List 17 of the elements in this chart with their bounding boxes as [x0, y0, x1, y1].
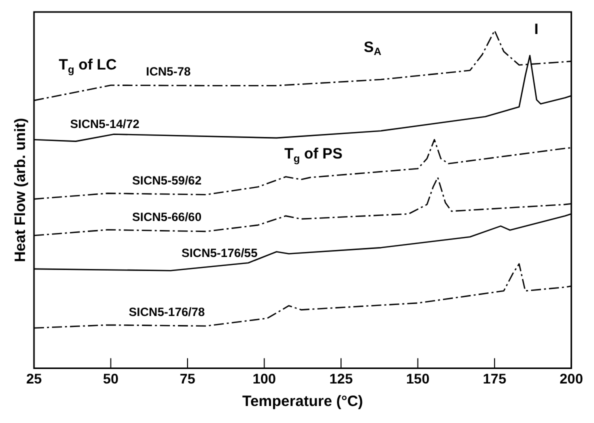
x-tick-label: 175: [482, 370, 506, 386]
x-tick-label: 125: [329, 370, 353, 386]
annotation: I: [534, 20, 538, 38]
series-label: SICN5-14/72: [70, 117, 140, 132]
x-tick-label: 100: [252, 370, 276, 386]
x-axis-title: Temperature (°C): [242, 393, 364, 410]
series-label: SICN5-176/55: [181, 246, 258, 260]
x-tick-label: 50: [102, 370, 119, 386]
series-label: SICN5-59/62: [132, 173, 202, 188]
x-tick-label: 25: [26, 370, 42, 386]
series-label: ICN5-78: [146, 64, 192, 79]
x-tick-label: 200: [560, 370, 584, 386]
series-label: SICN5-66/60: [132, 210, 202, 224]
x-tick-label: 150: [406, 370, 430, 386]
y-axis-title: Heat Flow (arb. unit): [12, 118, 30, 262]
x-tick-label: 75: [180, 370, 196, 386]
series-label: SICN5-176/78: [128, 304, 206, 319]
